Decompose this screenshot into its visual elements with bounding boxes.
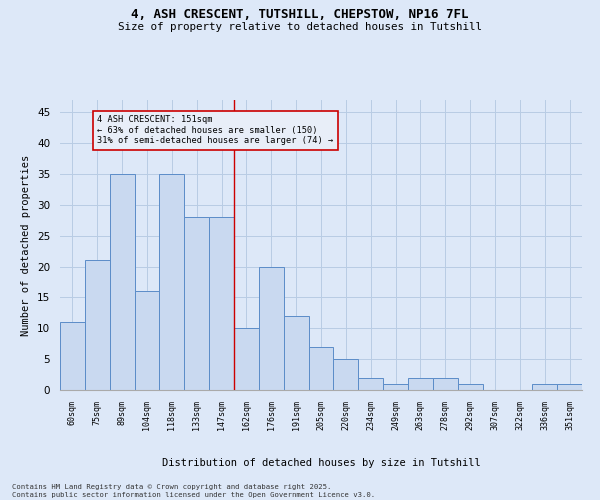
Bar: [358, 378, 383, 390]
Bar: [458, 384, 482, 390]
Bar: [308, 347, 334, 390]
Bar: [433, 378, 458, 390]
Bar: [110, 174, 134, 390]
Bar: [557, 384, 582, 390]
Bar: [259, 266, 284, 390]
Bar: [284, 316, 308, 390]
Bar: [234, 328, 259, 390]
Text: Distribution of detached houses by size in Tutshill: Distribution of detached houses by size …: [161, 458, 481, 468]
Y-axis label: Number of detached properties: Number of detached properties: [22, 154, 31, 336]
Bar: [60, 322, 85, 390]
Bar: [85, 260, 110, 390]
Text: Contains HM Land Registry data © Crown copyright and database right 2025.
Contai: Contains HM Land Registry data © Crown c…: [12, 484, 375, 498]
Bar: [383, 384, 408, 390]
Bar: [184, 217, 209, 390]
Bar: [134, 292, 160, 390]
Bar: [408, 378, 433, 390]
Text: 4 ASH CRESCENT: 151sqm
← 63% of detached houses are smaller (150)
31% of semi-de: 4 ASH CRESCENT: 151sqm ← 63% of detached…: [97, 116, 334, 145]
Bar: [209, 217, 234, 390]
Text: 4, ASH CRESCENT, TUTSHILL, CHEPSTOW, NP16 7FL: 4, ASH CRESCENT, TUTSHILL, CHEPSTOW, NP1…: [131, 8, 469, 20]
Bar: [334, 359, 358, 390]
Bar: [532, 384, 557, 390]
Bar: [160, 174, 184, 390]
Text: Size of property relative to detached houses in Tutshill: Size of property relative to detached ho…: [118, 22, 482, 32]
